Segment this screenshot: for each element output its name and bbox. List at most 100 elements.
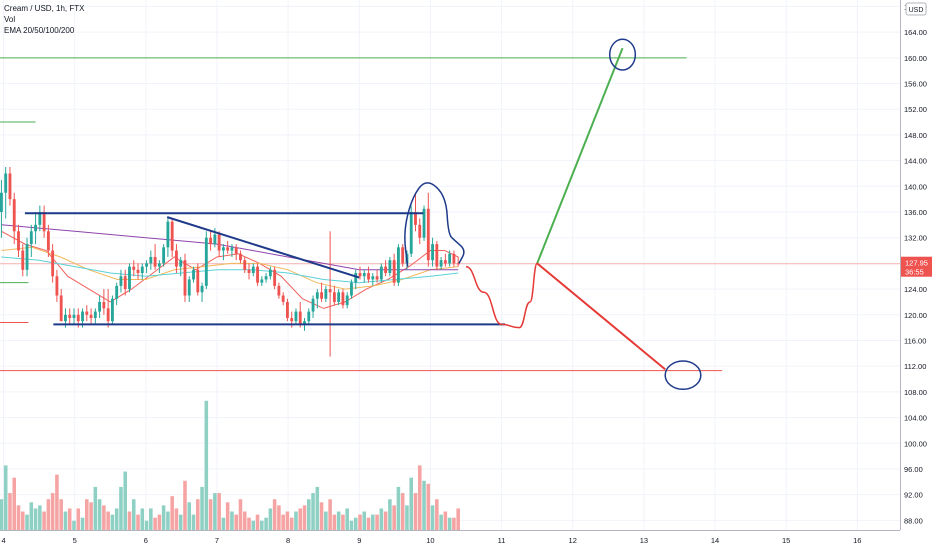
candle-body — [328, 289, 332, 293]
volume-bar — [0, 499, 4, 530]
candle-body — [286, 301, 289, 318]
candle-body — [422, 208, 426, 238]
volume-bar — [396, 486, 401, 530]
volume-bar — [277, 505, 281, 530]
volume-bar — [119, 486, 123, 530]
volume-bar — [447, 517, 452, 530]
volume-bar — [315, 486, 320, 530]
candle-body — [418, 224, 422, 238]
candle-body — [452, 253, 456, 264]
volume-bar — [268, 508, 273, 530]
volume-bar — [166, 511, 170, 530]
volume-bar — [234, 514, 238, 530]
time-tick-label: 16 — [853, 536, 861, 545]
volume-bar — [362, 511, 367, 530]
price-tick-label: 116.00 — [904, 336, 926, 345]
candle-body — [362, 273, 366, 277]
volume-bar — [76, 508, 81, 530]
candle-body — [162, 247, 166, 264]
volume-bar — [170, 496, 174, 530]
candle-body — [315, 292, 319, 299]
candle-body — [85, 311, 89, 315]
candle-body — [76, 314, 80, 322]
candle-body — [337, 292, 341, 302]
time-tick-label: 12 — [569, 536, 577, 545]
candle-body — [375, 276, 379, 280]
candle-body — [17, 231, 20, 251]
candle-body — [192, 269, 195, 280]
price-tick-label: 140.00 — [904, 182, 927, 191]
candle-body — [25, 244, 29, 270]
volume-bar — [225, 502, 230, 530]
candle-body — [431, 244, 434, 261]
price-tick-label: 124.00 — [904, 285, 927, 294]
candle-body — [200, 285, 204, 293]
volume-bar — [106, 511, 110, 530]
candle-body — [170, 221, 174, 251]
volume-bar — [187, 502, 192, 530]
candle-body — [98, 301, 102, 312]
volume-bar — [140, 508, 145, 530]
candle-body — [123, 276, 127, 290]
candle-body — [217, 234, 221, 251]
candle-body — [132, 266, 136, 270]
volume-bar — [383, 511, 388, 530]
candle-body — [388, 260, 392, 274]
ema-50-line — [1, 246, 459, 290]
volume-bar — [452, 517, 456, 530]
candle-body — [51, 250, 55, 277]
candle-body — [409, 212, 413, 254]
volume-bar — [260, 520, 264, 530]
volume-bar — [42, 511, 46, 530]
volume-bar — [247, 517, 251, 530]
candle-body — [89, 314, 93, 318]
volume-bar — [55, 474, 59, 530]
bull-projection-line — [536, 47, 624, 264]
volume-bar — [332, 514, 337, 530]
volume-bar — [161, 505, 166, 530]
volume-bar — [153, 517, 157, 530]
volume-bar — [16, 505, 21, 530]
candle-body — [311, 298, 315, 312]
volume-bar — [174, 508, 179, 530]
candle-body — [307, 311, 311, 322]
bear-projection-line — [536, 262, 666, 371]
candle-body — [115, 285, 119, 299]
candle-body — [414, 212, 417, 225]
candle-body — [21, 250, 25, 270]
volume-bar — [435, 499, 439, 530]
volume-bar — [221, 517, 226, 530]
volume-bar — [213, 493, 217, 530]
volume-bar — [102, 505, 106, 530]
time-tick-label: 13 — [640, 536, 648, 545]
volume-bars — [0, 400, 460, 530]
candle-body — [187, 279, 191, 296]
candle-body — [239, 253, 242, 261]
candle-body — [456, 263, 460, 265]
volume-bar — [238, 499, 243, 530]
volume-bar — [388, 499, 392, 530]
candle-body — [384, 266, 388, 274]
time-tick-label: 7 — [215, 536, 219, 545]
volume-bar — [114, 508, 119, 530]
candle-body — [298, 311, 302, 325]
volume-bar — [375, 514, 379, 530]
candle-body — [392, 260, 396, 283]
volume-bar — [272, 499, 277, 530]
candle-body — [226, 247, 230, 251]
price-tick-label: 136.00 — [904, 208, 927, 217]
price-tick-label: 104.00 — [904, 414, 927, 423]
volume-bar — [178, 514, 183, 530]
volume-bar — [353, 517, 358, 530]
volume-bar — [324, 511, 328, 530]
volume-bar — [456, 508, 460, 530]
top-circle — [608, 38, 637, 71]
volume-bar — [379, 508, 384, 530]
volume-bar — [191, 514, 196, 530]
candle-body — [320, 292, 324, 299]
volume-bar — [127, 511, 132, 530]
volume-bar — [157, 514, 162, 530]
drawings — [24, 38, 702, 391]
volume-bar — [409, 477, 414, 530]
